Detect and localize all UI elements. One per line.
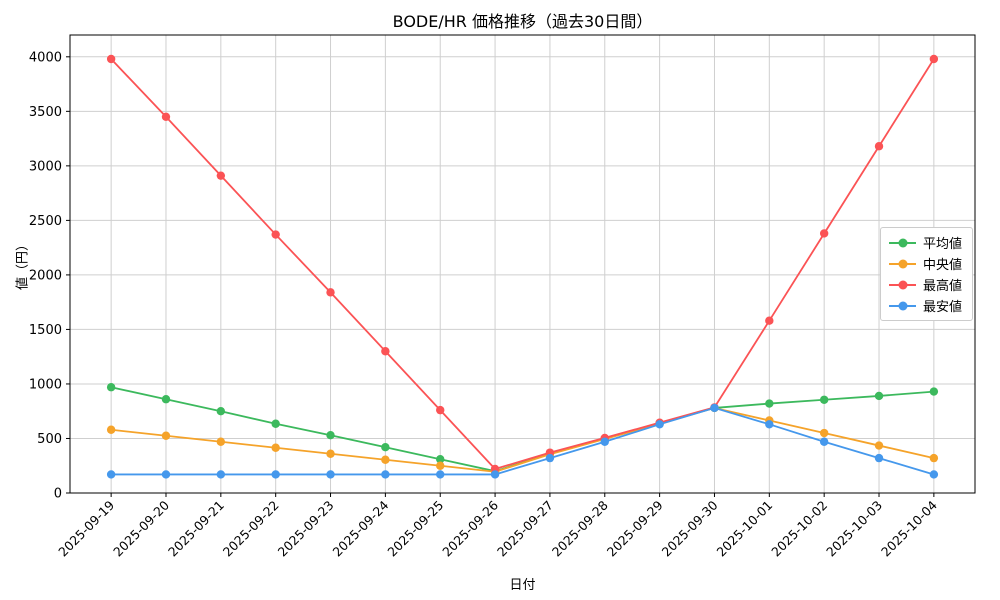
data-point — [490, 470, 500, 479]
data-point — [600, 437, 609, 446]
data-point — [106, 425, 116, 434]
data-point — [381, 470, 390, 479]
data-point — [819, 428, 829, 438]
data-point — [436, 454, 445, 464]
series-line — [110, 58, 935, 470]
legend-label: 最安値 — [923, 300, 963, 315]
data-point — [326, 449, 335, 458]
data-point — [161, 431, 171, 440]
series-line — [110, 407, 935, 473]
data-point — [106, 383, 116, 392]
data-point — [326, 288, 335, 297]
data-point — [326, 470, 335, 479]
data-point — [929, 54, 939, 64]
data-point — [874, 391, 884, 401]
y-tick-label: 500 — [37, 432, 62, 447]
data-point — [874, 453, 884, 463]
legend-line-marker — [889, 259, 916, 268]
data-point — [271, 230, 280, 239]
y-axis-label: 値（円） — [15, 237, 31, 291]
data-point — [436, 405, 445, 415]
legend-label: 平均値 — [923, 237, 963, 252]
series-line — [110, 407, 935, 476]
data-point — [436, 470, 445, 479]
data-point — [929, 453, 939, 463]
y-tick-label: 1500 — [29, 323, 62, 338]
data-point — [381, 347, 390, 356]
data-point — [874, 441, 884, 450]
data-point — [381, 455, 390, 464]
data-point — [326, 431, 335, 440]
y-tick-label: 0 — [54, 487, 62, 502]
data-point — [929, 387, 939, 396]
data-point — [765, 316, 774, 325]
data-point — [436, 461, 445, 470]
legend: 平均値中央値最高値最安値 — [880, 227, 974, 321]
series-markers — [106, 403, 939, 479]
y-tick-label: 3500 — [29, 105, 62, 120]
data-point — [216, 437, 226, 446]
y-tick-label: 4000 — [29, 50, 62, 65]
y-tick-label: 2000 — [29, 268, 62, 283]
y-tick-label: 3000 — [29, 159, 62, 174]
data-point — [655, 420, 664, 429]
legend-entry: 最高値 — [889, 276, 963, 294]
data-point — [271, 443, 280, 452]
data-point — [216, 407, 226, 416]
legend-line-marker — [889, 238, 916, 247]
y-tick-label: 2500 — [29, 214, 62, 229]
data-point — [710, 403, 719, 413]
legend-label: 最高値 — [923, 279, 963, 294]
y-tick-label: 1000 — [29, 377, 62, 392]
legend-line-marker — [889, 301, 916, 310]
chart-title: BODE/HR 価格推移（過去30日間） — [392, 12, 653, 31]
series-0 — [106, 383, 939, 476]
legend-entry: 中央値 — [889, 255, 963, 273]
x-axis-label: 日付 — [509, 578, 536, 593]
data-point — [819, 229, 829, 238]
data-point — [271, 419, 280, 428]
data-point — [161, 112, 171, 121]
axes-frame — [69, 34, 976, 494]
data-point — [819, 395, 829, 404]
data-point — [819, 437, 829, 446]
y-tick-labels: 0 500 1000 1500 2000 2500 3000 3500 4000 — [29, 50, 62, 501]
data-point — [545, 453, 555, 463]
data-point — [765, 399, 774, 408]
data-point — [106, 470, 116, 479]
legend-label: 中央値 — [923, 258, 963, 273]
data-point — [161, 470, 171, 479]
data-point — [216, 171, 226, 180]
data-point — [106, 54, 116, 64]
legend-entry: 最安値 — [889, 297, 963, 315]
tick-marks — [66, 56, 935, 497]
data-point — [161, 395, 171, 404]
legend-line-marker — [889, 280, 916, 289]
data-point — [874, 142, 884, 151]
data-point — [765, 420, 774, 429]
data-point — [271, 470, 280, 479]
data-point — [216, 470, 226, 479]
data-point — [381, 443, 390, 452]
legend-entry: 平均値 — [889, 234, 963, 252]
data-point — [929, 470, 939, 479]
series-3 — [106, 403, 939, 479]
grid-lines — [70, 35, 975, 494]
